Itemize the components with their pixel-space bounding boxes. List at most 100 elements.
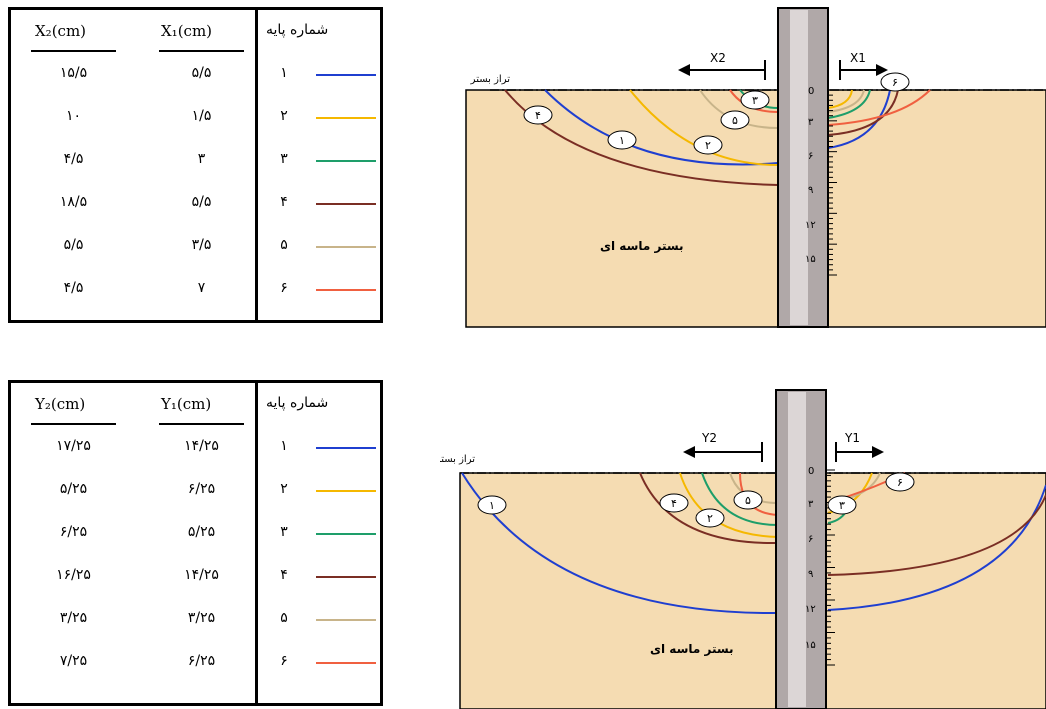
cell-col1: ۱۷/۲۵: [56, 438, 91, 454]
svg-text:۲: ۲: [705, 139, 711, 152]
legend-swatch: [316, 576, 376, 578]
cell-col2: ۵/۵: [191, 65, 212, 81]
cell-pier-number: ۱: [280, 438, 288, 454]
header-pier-number: شماره پایه: [266, 395, 329, 411]
scale-tick-label: ۶: [808, 151, 813, 162]
legend-swatch: [316, 74, 376, 76]
legend-swatch: [316, 289, 376, 291]
bottom-table: Y₂(cm) Y₁(cm) شماره پایه ۱۷/۲۵ ۱۴/۲۵ ۱ ۵/۲۵…: [8, 380, 383, 706]
cell-pier-number: ۲: [280, 108, 288, 124]
cell-pier-number: ۳: [280, 151, 288, 167]
svg-text:۱: ۱: [489, 499, 495, 512]
svg-text:۵: ۵: [732, 114, 738, 127]
scale-tick-label: ۱۲: [805, 604, 816, 615]
cell-col1: ۵/۵: [63, 237, 84, 253]
legend-swatch: [316, 662, 376, 664]
cell-col2: ۶/۲۵: [187, 481, 216, 497]
arrow-head: [876, 64, 888, 76]
arrow-head: [678, 64, 690, 76]
cell-pier-number: ۱: [280, 65, 288, 81]
arrow-head: [872, 446, 884, 458]
cell-pier-number: ۵: [280, 610, 288, 626]
header-x1: X₁(cm): [161, 22, 213, 40]
depth-scale: [827, 89, 837, 276]
marker: ۵: [720, 110, 750, 130]
cell-col2: ۳: [197, 151, 206, 167]
svg-text:۴: ۴: [535, 109, 541, 122]
marker: ۶: [880, 72, 910, 92]
curve-pier-6-right: [827, 89, 931, 126]
svg-text:۱: ۱: [619, 134, 625, 147]
cell-col2: ۵/۵: [191, 194, 212, 210]
marker: ۶: [885, 472, 915, 492]
marker: ۱: [477, 495, 507, 515]
legend-swatch: [316, 447, 376, 449]
curve-pier-3-right: [827, 89, 871, 119]
cell-col1: ۴/۵: [63, 151, 84, 167]
bed-label: بستر ماسه ای: [650, 642, 734, 656]
curve-pier-2-right: [827, 89, 853, 109]
curve-pier-4-right: [827, 89, 899, 136]
right-dim-label: X1: [850, 51, 866, 65]
legend-swatch: [316, 490, 376, 492]
header-y2: Y₂(cm): [35, 395, 86, 413]
cell-col1: ۵/۲۵: [59, 481, 88, 497]
curve-pier-1: [544, 89, 779, 166]
cell-col2: ۱۴/۲۵: [184, 438, 219, 454]
bed-label: بستر ماسه ای: [600, 239, 684, 253]
scale-tick-label: ۶: [808, 534, 813, 545]
curve-pier-4: [639, 472, 779, 545]
svg-text:۴: ۴: [671, 497, 677, 510]
header-underline: [31, 50, 116, 52]
svg-text:۳: ۳: [752, 94, 758, 107]
cell-col2: ۵/۲۵: [187, 524, 216, 540]
bed-level-label: تراز بستر: [440, 454, 475, 465]
right-dim-label: Y1: [844, 431, 860, 445]
cell-col1: ۴/۵: [63, 280, 84, 296]
marker: ۵: [733, 490, 763, 510]
svg-text:۳: ۳: [839, 499, 845, 512]
scale-tick-label: ۹: [808, 569, 813, 580]
scale-tick-label: ۳: [808, 117, 814, 128]
curve-pier-1-right: [827, 89, 891, 149]
left-dim-label: Y2: [701, 431, 717, 445]
legend-swatch: [316, 246, 376, 248]
legend-swatch: [316, 117, 376, 119]
svg-text:۶: ۶: [897, 476, 903, 489]
svg-text:۵: ۵: [745, 494, 751, 507]
top-scour-diagram: تراز بستر بستر ماسه ای 0 ۳ ۶ ۹ ۱۲ ۱۵ X2 …: [465, 7, 1046, 328]
left-dim-label: X2: [710, 51, 726, 65]
svg-text:۲: ۲: [707, 512, 713, 525]
depth-scale: [825, 469, 835, 666]
cell-col1: ۱۵/۵: [59, 65, 88, 81]
pier-shade: [788, 392, 806, 707]
legend-swatch: [316, 203, 376, 205]
cell-pier-number: ۲: [280, 481, 288, 497]
cell-col2: ۳/۵: [191, 237, 212, 253]
legend-swatch: [316, 160, 376, 162]
cell-col1: ۱۰: [65, 108, 82, 124]
top-table: X₂(cm) X₁(cm) شماره پایه ۱۵/۵ ۵/۵ ۱ ۱۰ ۱/۵ ۲ ۴…: [8, 7, 383, 323]
marker: ۳: [740, 90, 770, 110]
marker: ۲: [695, 508, 725, 528]
cell-col1: ۷/۲۵: [59, 653, 88, 669]
scale-tick-label: ۱۵: [805, 254, 816, 265]
header-underline: [159, 50, 244, 52]
scale-tick-label: 0: [808, 466, 814, 477]
marker: ۴: [523, 105, 553, 125]
cell-pier-number: ۳: [280, 524, 288, 540]
cell-col2: ۱/۵: [191, 108, 212, 124]
pier-shade: [790, 10, 808, 325]
bottom-scour-diagram: تراز بستر بستر ماسه ای 0 ۳ ۶ ۹ ۱۲ ۱۵ Y2 …: [440, 389, 1046, 709]
arrow-head: [683, 446, 695, 458]
cell-col2: ۶/۲۵: [187, 653, 216, 669]
scale-tick-label: 0: [808, 86, 814, 97]
marker: ۳: [827, 495, 857, 515]
scale-tick-label: ۱۵: [805, 640, 816, 651]
marker: ۱: [607, 130, 637, 150]
header-x2: X₂(cm): [35, 22, 87, 40]
curve-pier-4-right: [827, 494, 1046, 576]
cell-pier-number: ۴: [280, 567, 288, 583]
legend-swatch: [316, 619, 376, 621]
cell-pier-number: ۶: [280, 653, 288, 669]
